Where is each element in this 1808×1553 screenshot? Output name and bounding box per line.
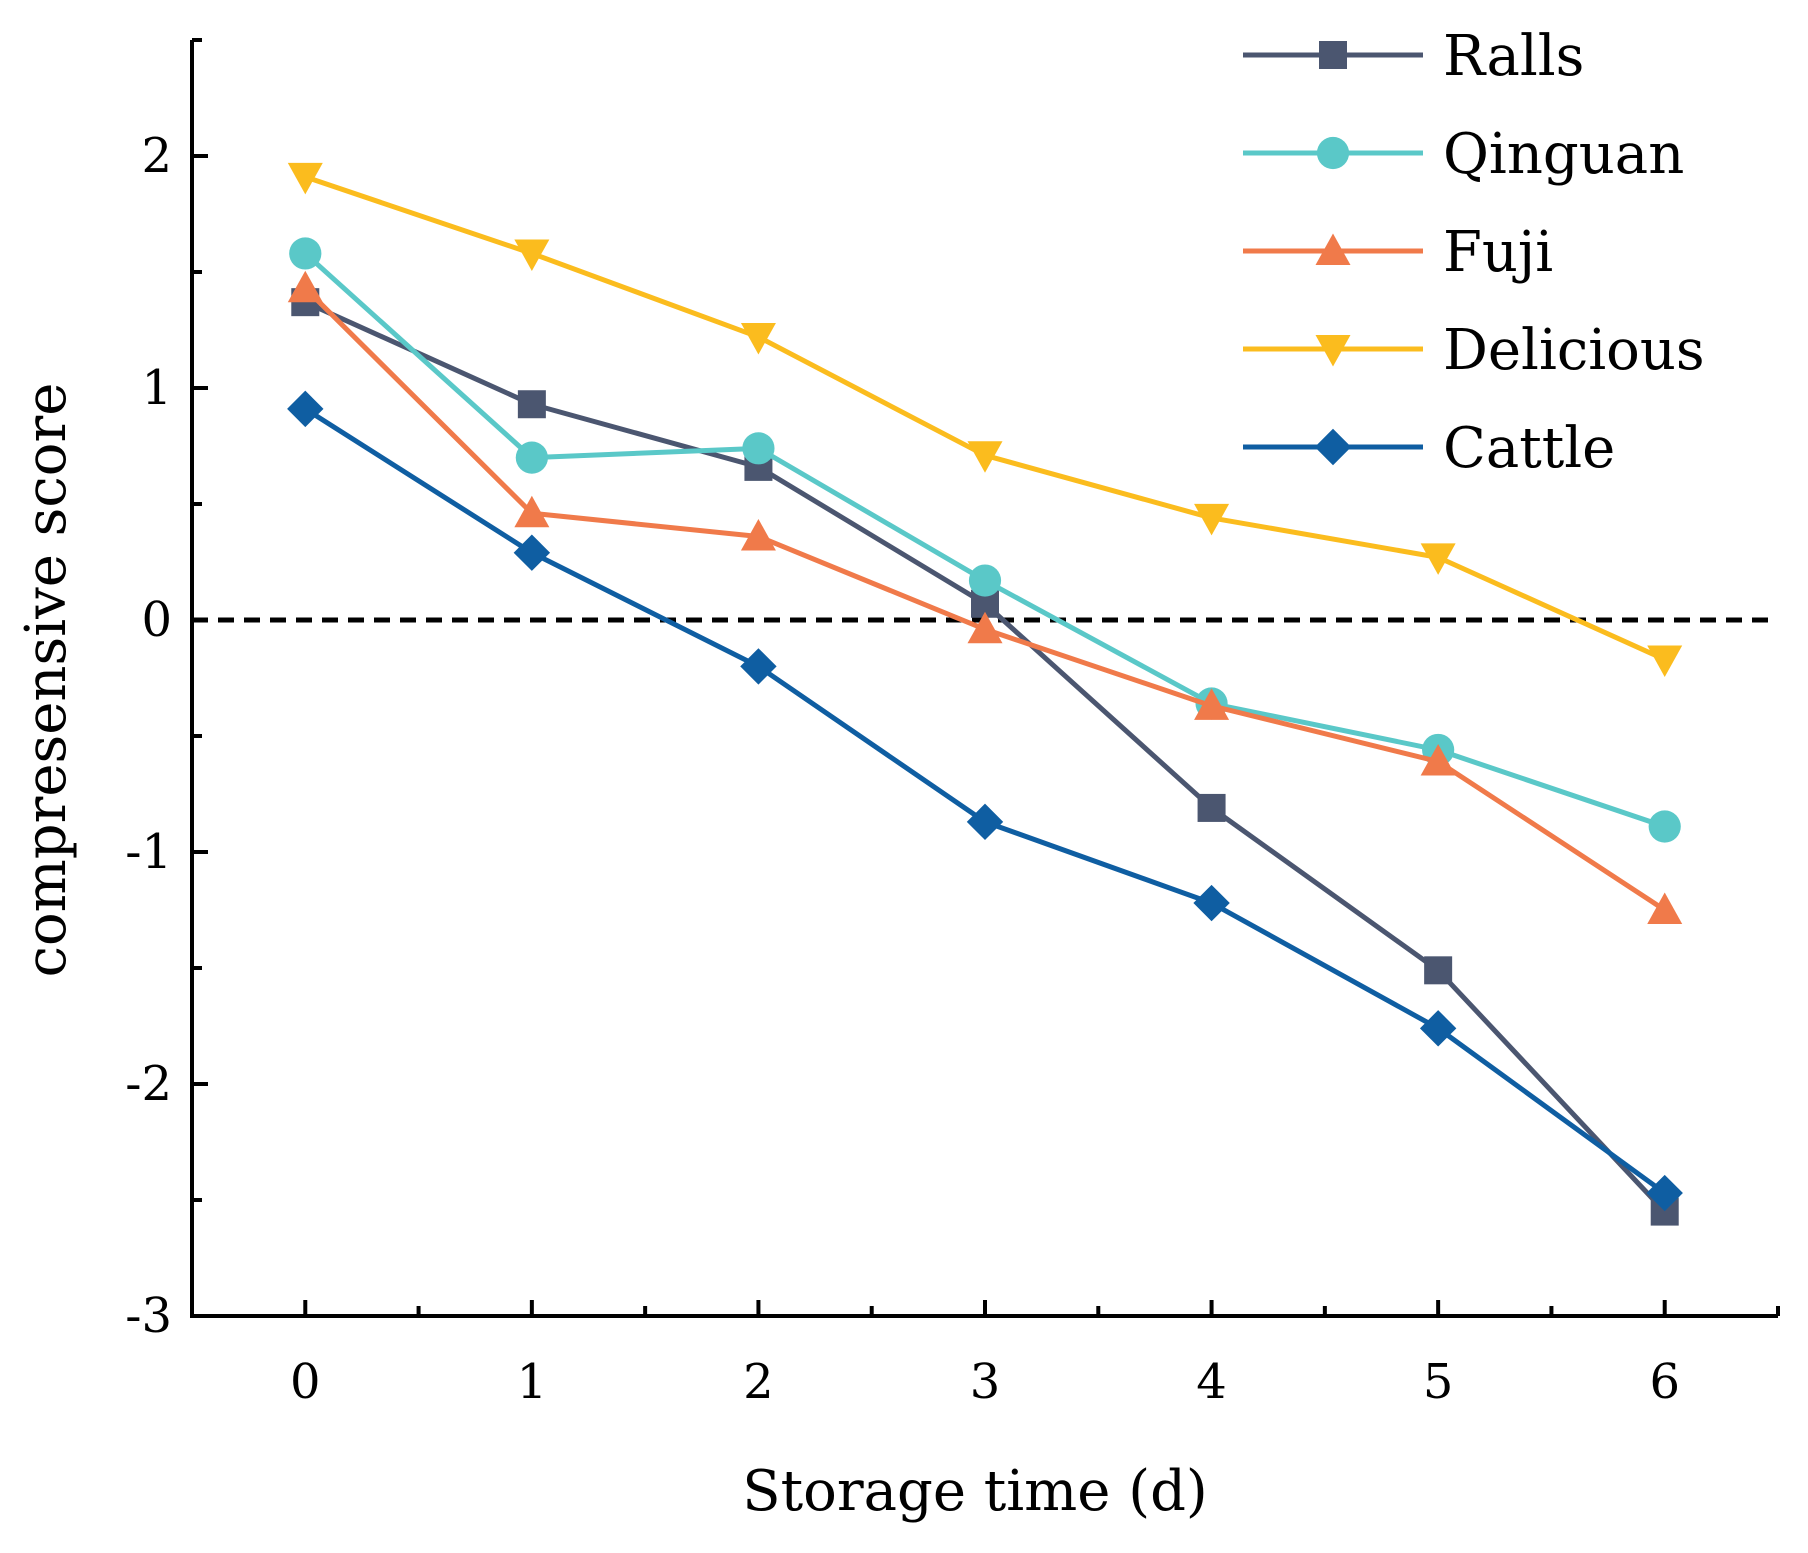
data-point-qinguan bbox=[1648, 810, 1681, 843]
x-tick-label: 1 bbox=[517, 1354, 548, 1410]
data-point-delicious bbox=[740, 322, 776, 355]
legend-item-delicious: Delicious bbox=[1243, 318, 1705, 383]
data-point-cattle bbox=[287, 390, 324, 428]
data-point-fuji bbox=[1647, 892, 1683, 924]
data-point-cattle bbox=[740, 648, 777, 685]
x-tick-label: 6 bbox=[1649, 1354, 1680, 1410]
y-axis-title: compresensive score bbox=[14, 383, 79, 978]
data-point-ralls bbox=[517, 390, 546, 419]
legend-item-qinguan: Qinguan bbox=[1243, 122, 1684, 187]
x-tick-label: 3 bbox=[970, 1354, 1001, 1410]
y-tick-label: -2 bbox=[125, 1056, 172, 1112]
data-point-delicious bbox=[287, 162, 323, 195]
legend-marker-delicious bbox=[1315, 335, 1351, 367]
data-point-fuji bbox=[514, 495, 550, 528]
data-point-delicious bbox=[514, 239, 550, 271]
legend-marker-cattle bbox=[1314, 428, 1352, 466]
series-line-cattle bbox=[303, 406, 1667, 1196]
data-point-delicious bbox=[967, 441, 1003, 473]
data-point-delicious bbox=[1647, 645, 1683, 677]
data-point-delicious bbox=[1420, 543, 1456, 575]
y-tick-label: -1 bbox=[125, 824, 172, 880]
data-point-fuji bbox=[1420, 744, 1456, 776]
data-point-qinguan bbox=[289, 237, 322, 270]
data-point-ralls bbox=[1197, 793, 1226, 822]
x-tick-label: 2 bbox=[743, 1354, 774, 1410]
data-point-fuji bbox=[287, 270, 323, 303]
x-tick-label: 5 bbox=[1423, 1354, 1454, 1410]
data-point-cattle bbox=[1419, 1010, 1457, 1047]
y-tick-label: 1 bbox=[141, 360, 172, 416]
data-point-ralls bbox=[1424, 956, 1453, 985]
legend-item-fuji: Fuji bbox=[1243, 220, 1553, 285]
legend-label-qinguan: Qinguan bbox=[1443, 122, 1684, 187]
y-tick-label: 2 bbox=[141, 128, 172, 184]
series-fuji bbox=[287, 270, 1683, 924]
legend-label-cattle: Cattle bbox=[1443, 416, 1615, 481]
legend-label-fuji: Fuji bbox=[1443, 220, 1553, 285]
legend: Ralls Qinguan Fuji Delicious Cattle bbox=[1243, 24, 1705, 481]
axes: -3 -2 -1 0 1 2 0 1 2 3 4 5 6 bbox=[125, 38, 1780, 1410]
legend-item-cattle: Cattle bbox=[1243, 416, 1615, 481]
legend-item-ralls: Ralls bbox=[1243, 24, 1584, 89]
data-point-fuji bbox=[740, 518, 776, 551]
data-point-qinguan bbox=[742, 432, 775, 465]
data-point-cattle bbox=[1193, 884, 1230, 922]
x-tick-label: 0 bbox=[290, 1354, 321, 1410]
data-point-cattle bbox=[1646, 1174, 1683, 1212]
data-point-cattle bbox=[513, 534, 551, 571]
data-point-fuji bbox=[1194, 688, 1230, 720]
legend-label-ralls: Ralls bbox=[1443, 24, 1584, 89]
x-tick-label: 4 bbox=[1196, 1354, 1227, 1410]
legend-marker-ralls bbox=[1319, 41, 1347, 69]
data-point-qinguan bbox=[515, 441, 548, 474]
plot-area bbox=[192, 162, 1778, 1226]
data-point-cattle bbox=[966, 803, 1004, 841]
data-point-qinguan bbox=[968, 564, 1002, 597]
data-point-delicious bbox=[1194, 503, 1230, 536]
legend-label-delicious: Delicious bbox=[1443, 318, 1705, 383]
legend-marker-fuji bbox=[1315, 233, 1351, 265]
legend-marker-qinguan bbox=[1316, 136, 1350, 170]
series-delicious bbox=[287, 162, 1683, 677]
y-tick-label: -3 bbox=[125, 1288, 172, 1344]
y-tick-label: 0 bbox=[141, 592, 172, 648]
series-cattle bbox=[287, 390, 1683, 1212]
x-axis-title: Storage time (d) bbox=[742, 1459, 1208, 1524]
data-point-fuji bbox=[967, 611, 1003, 644]
